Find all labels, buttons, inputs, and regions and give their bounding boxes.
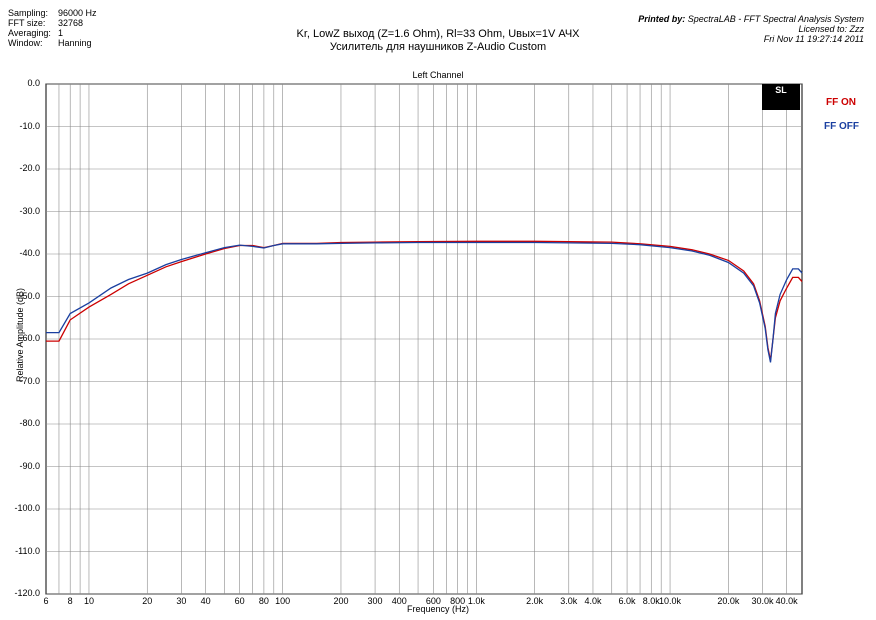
- series-line-ff-off: [46, 241, 803, 363]
- y-tick-label: -10.0: [19, 120, 40, 131]
- license-text: Licensed to: Zzz: [798, 24, 864, 34]
- y-tick-label: -50.0: [19, 290, 40, 301]
- x-tick-label: 2.0k: [526, 596, 544, 606]
- print-timestamp: Fri Nov 11 19:27:14 2011: [763, 34, 864, 44]
- x-tick-label: 8.0k: [642, 596, 660, 606]
- x-tick-label: 800: [450, 596, 466, 606]
- info-key: Averaging:: [8, 28, 51, 38]
- x-tick-label: 400: [391, 596, 407, 606]
- x-tick-label: 20.0k: [717, 596, 740, 606]
- panel-title: Left Channel: [412, 70, 464, 80]
- x-tick-label: 30: [176, 596, 187, 606]
- info-key: Window:: [8, 38, 43, 48]
- legend-ff-off: FF OFF: [824, 121, 859, 132]
- x-tick-label: 8: [67, 596, 73, 606]
- info-key: Sampling:: [8, 8, 49, 18]
- x-tick-label: 1.0k: [467, 596, 485, 606]
- x-tick-label: 600: [425, 596, 441, 606]
- y-axis-title: Relative Amplitude (dB): [15, 287, 25, 383]
- x-tick-label: 200: [333, 596, 349, 606]
- x-tick-label: 40.0k: [775, 596, 798, 606]
- measurement-info: Sampling: 96000 Hz FFT size: 32768 Averagi…: [8, 8, 97, 48]
- y-tick-label: -70.0: [19, 375, 40, 386]
- y-tick-label: -40.0: [19, 248, 40, 258]
- info-value: Hanning: [58, 38, 92, 48]
- x-tick-label: 6: [43, 596, 49, 606]
- x-tick-label: 20: [142, 596, 153, 606]
- chart-subtitle: Усилитель для наушников Z-Audio Custom: [329, 41, 547, 53]
- x-axis-title: Frequency (Hz): [406, 604, 469, 614]
- info-value: 32768: [58, 18, 84, 28]
- info-value: 1: [58, 28, 64, 38]
- y-tick-label: -60.0: [19, 333, 40, 343]
- x-tick-label: 6.0k: [618, 596, 636, 606]
- x-tick-label: 60: [234, 596, 245, 606]
- legend-ff-on: FF ON: [826, 97, 856, 108]
- y-tick-label: -20.0: [19, 163, 40, 173]
- x-tick-label: 300: [367, 596, 383, 606]
- y-tick-label: -90.0: [19, 460, 40, 471]
- y-tick-label: -110.0: [15, 545, 40, 556]
- printed-by-block: Printed by: SpectraLAB - FFT Spectral An…: [638, 14, 864, 44]
- printed-by-value: SpectraLAB - FFT Spectral Analysis Syste…: [687, 14, 864, 24]
- info-key: FFT size:: [8, 18, 46, 28]
- x-tick-label: 30.0k: [751, 596, 774, 606]
- y-tick-label: 0.0: [27, 78, 40, 88]
- x-tick-label: 3.0k: [560, 596, 578, 606]
- chart-title: Kr, LowZ выход (Z=1.6 Ohm), Rl=33 Ohm, U…: [296, 28, 580, 40]
- x-tick-label: 100: [275, 596, 291, 606]
- printed-by-label: Printed by:: [638, 14, 686, 24]
- spectralab-logo: SL: [762, 84, 800, 110]
- y-tick-label: -100.0: [14, 503, 40, 513]
- x-tick-label: 10.0k: [659, 596, 682, 606]
- x-tick-label: 40: [200, 596, 211, 606]
- y-tick-label: -30.0: [19, 205, 40, 216]
- logo-text: SL: [775, 85, 787, 95]
- y-tick-label: -80.0: [19, 418, 40, 428]
- x-tick-label: 10: [83, 596, 94, 606]
- x-tick-label: 80: [258, 596, 269, 606]
- x-tick-label: 4.0k: [584, 596, 602, 606]
- info-value: 96000 Hz: [58, 8, 97, 18]
- y-tick-label: -120.0: [14, 588, 40, 598]
